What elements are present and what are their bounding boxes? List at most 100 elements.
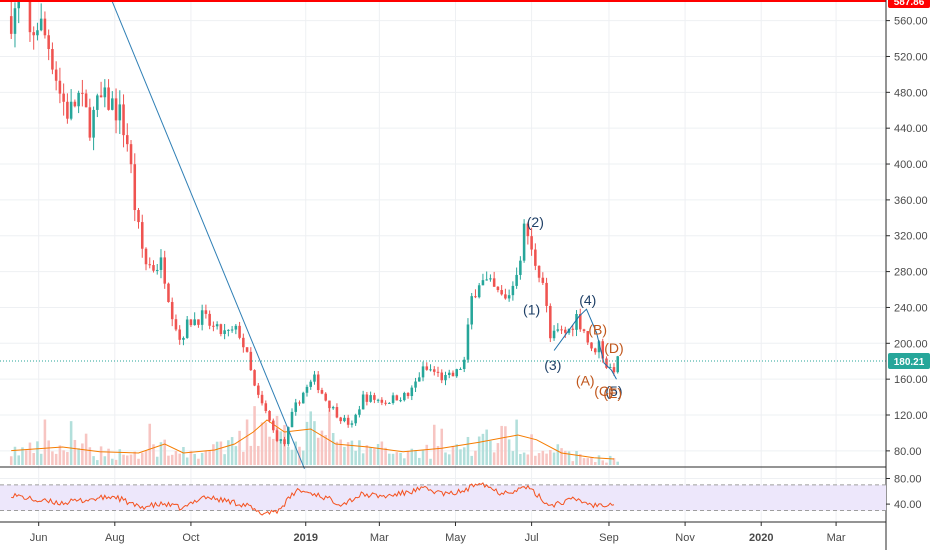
candle-body [245,347,249,352]
wave-label[interactable]: (3) [544,357,561,373]
volume-bar [597,455,601,465]
volume-bar [309,411,312,465]
candle-body [174,319,178,330]
volume-bar [474,450,477,465]
candle-body [586,331,590,343]
volume-bar [462,447,466,465]
candle-body [477,285,481,298]
top-price-label: 587.86 [894,0,925,8]
volume-bar [129,454,133,465]
volume-bar [152,444,155,465]
candle-body [230,329,234,331]
candle-body [541,277,545,283]
volume-bar [455,444,458,465]
candle-body [560,329,563,331]
time-tick-label: Nov [675,532,695,544]
candle-body [32,32,35,36]
candle-body [253,370,256,386]
candle-body [601,341,605,359]
top-price-badge: 587.86 [888,0,930,8]
volume-bar [182,446,185,465]
candle-body [249,351,253,371]
volume-bar [230,437,234,465]
price-tick-label: 560.00 [894,16,928,28]
candle-body [264,403,268,411]
candle-body [455,369,458,377]
volume-bar [114,459,118,465]
volume-bar [612,458,616,465]
volume-bar [481,433,485,465]
candle-body [28,0,32,33]
volume-bar [305,421,309,465]
candle-body [466,324,470,360]
volume-bar [77,448,80,465]
candle-body [137,210,140,223]
volume-bar [137,458,140,465]
volume-bar [28,442,32,465]
price-axis[interactable]: 80.00 120.00 160.00 200.00 240.00 280.00 320.0… [886,16,928,458]
candle-body [283,439,286,445]
volume-bar [369,447,372,465]
wave-label[interactable]: (B) [588,321,607,337]
candle-body [290,411,294,428]
time-tick-label: 2019 [293,532,317,544]
candle-body [608,367,612,369]
wave-label[interactable]: (2) [527,214,544,230]
candle-body [309,381,312,387]
candle-body [257,385,260,395]
volume-bar [238,430,241,465]
time-axis[interactable]: Jun Aug Oct 2019 Mar May Jul Sep Nov 2020 Mar [30,522,846,544]
volume-bar [268,436,271,465]
volume-bar [331,432,335,465]
volume-bar [197,458,200,465]
volume-bar [365,445,369,465]
rsi-axis[interactable]: 40.00 80.00 [886,474,922,512]
wave-label[interactable]: (5) [605,383,622,399]
volume-bar [21,447,24,465]
volume-bar [459,449,462,465]
volume-bar [200,452,204,465]
volume-bar [593,462,597,465]
volume-bar [429,458,432,465]
volume-bar [328,409,331,465]
candle-body [268,410,271,421]
wave-count-path[interactable] [553,308,617,380]
candle-body [485,279,488,281]
candle-body [335,407,339,418]
volume-bar [223,454,226,465]
volume-bar [504,426,507,465]
rsi-tick-label: 40.00 [894,499,922,511]
volume-bar [163,439,166,465]
candle-body [126,135,129,145]
trendline[interactable] [106,0,305,469]
volume-bar [537,453,541,465]
wave-label[interactable]: (4) [579,292,596,308]
volume-bar [515,419,518,465]
wave-label[interactable]: (C) [594,383,613,399]
candle-body [496,286,500,291]
volume-bar [541,450,545,465]
volume-bar [586,458,590,465]
volume-bar [567,451,571,465]
price-tick-label: 240.00 [894,302,928,314]
volume-bar [316,437,320,465]
candle-body [552,330,556,339]
volume-bar [47,440,50,465]
volume-bar [346,442,350,465]
time-tick-label: May [445,532,466,544]
volume-bar [549,450,552,465]
wave-label[interactable]: (E) [603,385,622,401]
volume-bar [103,456,107,465]
candle-body [593,348,597,353]
candle-body [605,358,608,368]
candle-body [358,409,361,415]
candle-body [346,417,350,425]
volume-bar [290,449,294,465]
wave-label[interactable]: (1) [523,302,540,318]
wave-label[interactable]: (A) [576,372,595,388]
volume-bar [144,450,148,465]
wave-label[interactable]: (D) [604,340,623,356]
candle-body [242,337,245,348]
volume-bar [343,446,346,465]
